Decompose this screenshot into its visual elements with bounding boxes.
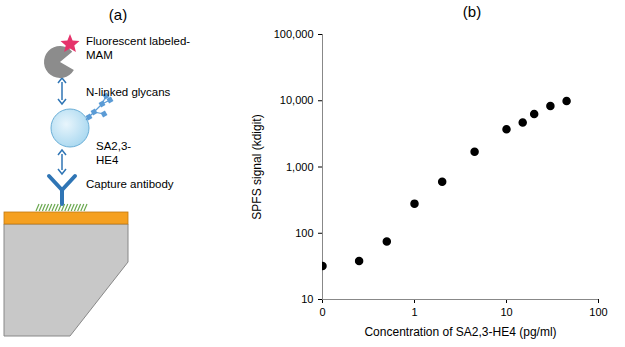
svg-text:SA2,3-HE4: SA2,3-HE4 bbox=[96, 140, 131, 166]
svg-text:100,000: 100,000 bbox=[274, 28, 314, 40]
svg-text:Concentration of SA2,3-HE4 (pg: Concentration of SA2,3-HE4 (pg/ml) bbox=[364, 325, 556, 339]
svg-text:N-linked glycans: N-linked glycans bbox=[86, 86, 171, 98]
svg-text:100: 100 bbox=[589, 306, 607, 318]
svg-text:100: 100 bbox=[295, 227, 313, 239]
svg-text:Capture antibody: Capture antibody bbox=[86, 178, 174, 190]
svg-text:Fluorescent labeled-MAM: Fluorescent labeled-MAM bbox=[86, 35, 190, 61]
svg-text:1,000: 1,000 bbox=[286, 161, 314, 173]
svg-text:(a): (a) bbox=[109, 6, 127, 23]
svg-text:10: 10 bbox=[301, 293, 313, 305]
svg-text:10,000: 10,000 bbox=[280, 94, 314, 106]
svg-text:1: 1 bbox=[411, 306, 417, 318]
svg-text:0: 0 bbox=[319, 306, 325, 318]
svg-text:SPFS signal (kdigit): SPFS signal (kdigit) bbox=[250, 114, 264, 219]
svg-text:10: 10 bbox=[500, 306, 512, 318]
html-text:(b): (b) bbox=[462, 3, 482, 20]
